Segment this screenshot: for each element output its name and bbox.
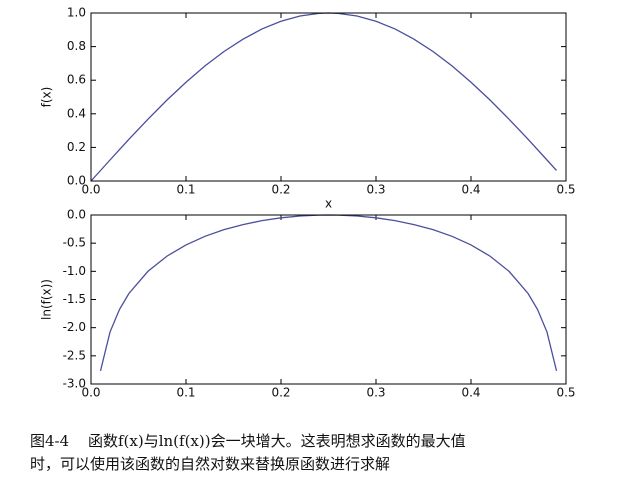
- x-tick-label: 0.5: [556, 183, 575, 197]
- x-tick-label: 0.0: [81, 183, 100, 197]
- x-tick-label: 0.2: [271, 386, 290, 400]
- axes-frame: [90, 214, 567, 385]
- y-tick-label: 0.2: [67, 140, 86, 154]
- caption-line: 时，可以使用该函数的自然对数来替换原函数进行求解: [30, 455, 390, 473]
- x-tick-label: 0.4: [461, 386, 480, 400]
- y-axis-label: f(x): [40, 87, 54, 108]
- x-tick-label: 0.2: [271, 183, 290, 197]
- caption-line: 函数f(x)与ln(f(x))会一块增大。这表明想求函数的最大值: [88, 432, 466, 450]
- x-tick-label: 0.0: [81, 386, 100, 400]
- y-tick-label: 1.0: [67, 6, 86, 20]
- x-tick-label: 0.4: [461, 183, 480, 197]
- x-axis-label: x: [325, 197, 332, 211]
- line: [99, 214, 558, 372]
- y-tick-label: 0.8: [67, 39, 86, 53]
- axes-frame: [90, 12, 567, 182]
- y-tick-label: -2.0: [63, 320, 86, 334]
- y-tick-label: 0.0: [67, 174, 86, 188]
- x-tick-label: 0.5: [556, 386, 575, 400]
- y-axis-label: ln(f(x)): [40, 279, 54, 320]
- y-tick-label: 0.4: [67, 106, 86, 120]
- y-tick-label: 0.0: [67, 208, 86, 222]
- y-tick-label: -1.5: [63, 292, 86, 306]
- x-tick-label: 0.1: [176, 183, 195, 197]
- caption-label: 图4-4: [30, 432, 69, 450]
- y-tick-label: 0.6: [67, 73, 86, 87]
- y-tick-label: -2.5: [63, 348, 86, 362]
- y-tick-label: -3.0: [63, 377, 86, 391]
- y-tick-label: -1.0: [63, 264, 86, 278]
- line: [90, 12, 557, 182]
- x-tick-label: 0.3: [366, 386, 385, 400]
- y-tick-label: -0.5: [63, 236, 86, 250]
- x-tick-label: 0.3: [366, 183, 385, 197]
- x-tick-label: 0.1: [176, 386, 195, 400]
